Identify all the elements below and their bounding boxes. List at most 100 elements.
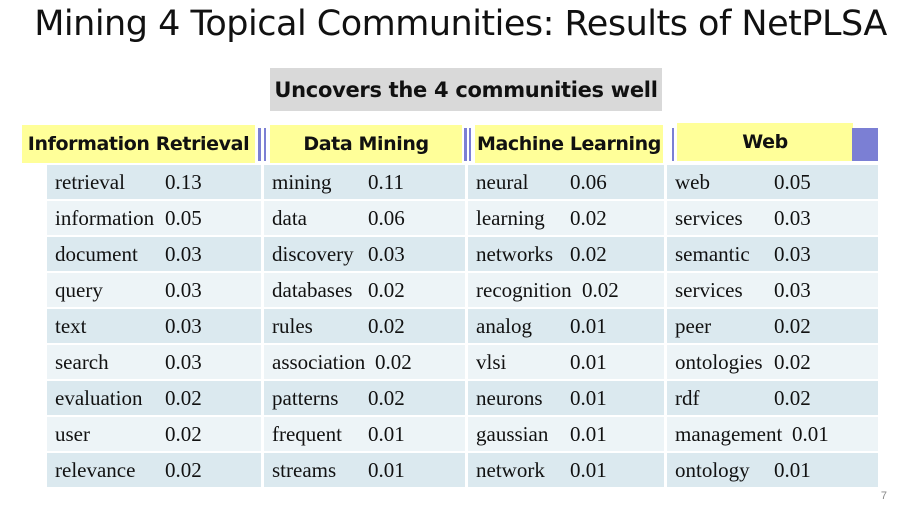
table-row: user 0.02 frequent 0.01 gaussian 0.01 manageme… (47, 417, 878, 453)
table-cell: search 0.03 (47, 345, 261, 379)
table-row: document 0.03 discovery 0.03 networks 0.02 sem… (47, 237, 878, 273)
table-cell: recognition 0.02 (468, 273, 664, 307)
table-cell: rules 0.02 (264, 309, 465, 343)
term-label: gaussian (476, 422, 549, 446)
probability-value: 0.01 (570, 422, 607, 446)
table-cell: query 0.03 (47, 273, 261, 307)
header-data-mining: Data Mining (270, 125, 462, 163)
probability-value: 0.02 (375, 350, 412, 374)
probability-value: 0.01 (570, 350, 607, 374)
table-cell: ontology 0.01 (667, 453, 878, 487)
term-label: retrieval (55, 170, 125, 194)
table-cell: mining 0.11 (264, 165, 465, 199)
term-label: search (55, 350, 109, 374)
table-cell: evaluation 0.02 (47, 381, 261, 415)
probability-value: 0.02 (774, 386, 811, 410)
table-cell: frequent 0.01 (264, 417, 465, 451)
table-cell: association 0.02 (264, 345, 465, 379)
table-cell: retrieval 0.13 (47, 165, 261, 199)
slide-title: Mining 4 Topical Communities: Results of… (34, 4, 887, 44)
table-row: search 0.03 association 0.02 vlsi 0.01 ontolog… (47, 345, 878, 381)
probability-value: 0.02 (368, 278, 405, 302)
probability-value: 0.13 (165, 170, 202, 194)
term-label: recognition (476, 278, 572, 302)
probability-value: 0.02 (368, 386, 405, 410)
term-label: streams (272, 458, 337, 482)
table-cell: ontologies 0.02 (667, 345, 878, 379)
table-cell: user 0.02 (47, 417, 261, 451)
term-label: network (476, 458, 545, 482)
probability-value: 0.03 (774, 278, 811, 302)
probability-value: 0.02 (165, 458, 202, 482)
probability-value: 0.06 (570, 170, 607, 194)
term-label: networks (476, 242, 553, 266)
term-label: patterns (272, 386, 339, 410)
header-divider (258, 128, 261, 161)
header-strip (852, 128, 878, 161)
term-label: frequent (272, 422, 342, 446)
table-cell: networks 0.02 (468, 237, 664, 271)
table-cell: neural 0.06 (468, 165, 664, 199)
header-information-retrieval: Information Retrieval (22, 125, 255, 163)
probability-value: 0.03 (165, 350, 202, 374)
term-label: semantic (675, 242, 750, 266)
table-cell: vlsi 0.01 (468, 345, 664, 379)
table-cell: learning 0.02 (468, 201, 664, 235)
term-label: services (675, 278, 743, 302)
term-label: rdf (675, 386, 700, 410)
table-cell: databases 0.02 (264, 273, 465, 307)
term-label: ontology (675, 458, 750, 482)
term-label: management (675, 422, 783, 446)
term-label: mining (272, 170, 332, 194)
table-row: evaluation 0.02 patterns 0.02 neurons 0.01 rdf… (47, 381, 878, 417)
probability-value: 0.03 (368, 242, 405, 266)
term-label: services (675, 206, 743, 230)
probability-value: 0.02 (570, 242, 607, 266)
topic-table: retrieval 0.13 mining 0.11 neural 0.06 web 0.05… (47, 165, 878, 489)
table-cell: services 0.03 (667, 201, 878, 235)
header-divider (464, 128, 467, 161)
table-cell: network 0.01 (468, 453, 664, 487)
term-label: analog (476, 314, 532, 338)
probability-value: 0.01 (368, 458, 405, 482)
probability-value: 0.01 (774, 458, 811, 482)
header-divider (264, 128, 266, 161)
probability-value: 0.02 (165, 422, 202, 446)
page-number: 7 (880, 490, 887, 502)
table-cell: text 0.03 (47, 309, 261, 343)
table-cell: streams 0.01 (264, 453, 465, 487)
term-label: rules (272, 314, 313, 338)
probability-value: 0.02 (570, 206, 607, 230)
table-cell: data 0.06 (264, 201, 465, 235)
table-cell: neurons 0.01 (468, 381, 664, 415)
table-cell: document 0.03 (47, 237, 261, 271)
table-cell: services 0.03 (667, 273, 878, 307)
probability-value: 0.03 (165, 314, 202, 338)
probability-value: 0.06 (368, 206, 405, 230)
term-label: ontologies (675, 350, 763, 374)
term-label: evaluation (55, 386, 143, 410)
table-cell: gaussian 0.01 (468, 417, 664, 451)
probability-value: 0.01 (570, 386, 607, 410)
probability-value: 0.03 (774, 242, 811, 266)
probability-value: 0.03 (774, 206, 811, 230)
subtitle-banner: Uncovers the 4 communities well (270, 68, 662, 111)
table-cell: relevance 0.02 (47, 453, 261, 487)
probability-value: 0.01 (570, 458, 607, 482)
probability-value: 0.02 (368, 314, 405, 338)
term-label: neural (476, 170, 529, 194)
table-row: information 0.05 data 0.06 learning 0.02 servi… (47, 201, 878, 237)
table-row: text 0.03 rules 0.02 analog 0.01 peer 0.02 (47, 309, 878, 345)
term-label: relevance (55, 458, 136, 482)
probability-value: 0.01 (792, 422, 829, 446)
term-label: neurons (476, 386, 543, 410)
probability-value: 0.01 (368, 422, 405, 446)
probability-value: 0.02 (774, 314, 811, 338)
table-row: query 0.03 databases 0.02 recognition 0.02 ser… (47, 273, 878, 309)
table-cell: patterns 0.02 (264, 381, 465, 415)
table-cell: rdf 0.02 (667, 381, 878, 415)
term-label: learning (476, 206, 545, 230)
table-cell: web 0.05 (667, 165, 878, 199)
table-cell: peer 0.02 (667, 309, 878, 343)
term-label: peer (675, 314, 712, 338)
